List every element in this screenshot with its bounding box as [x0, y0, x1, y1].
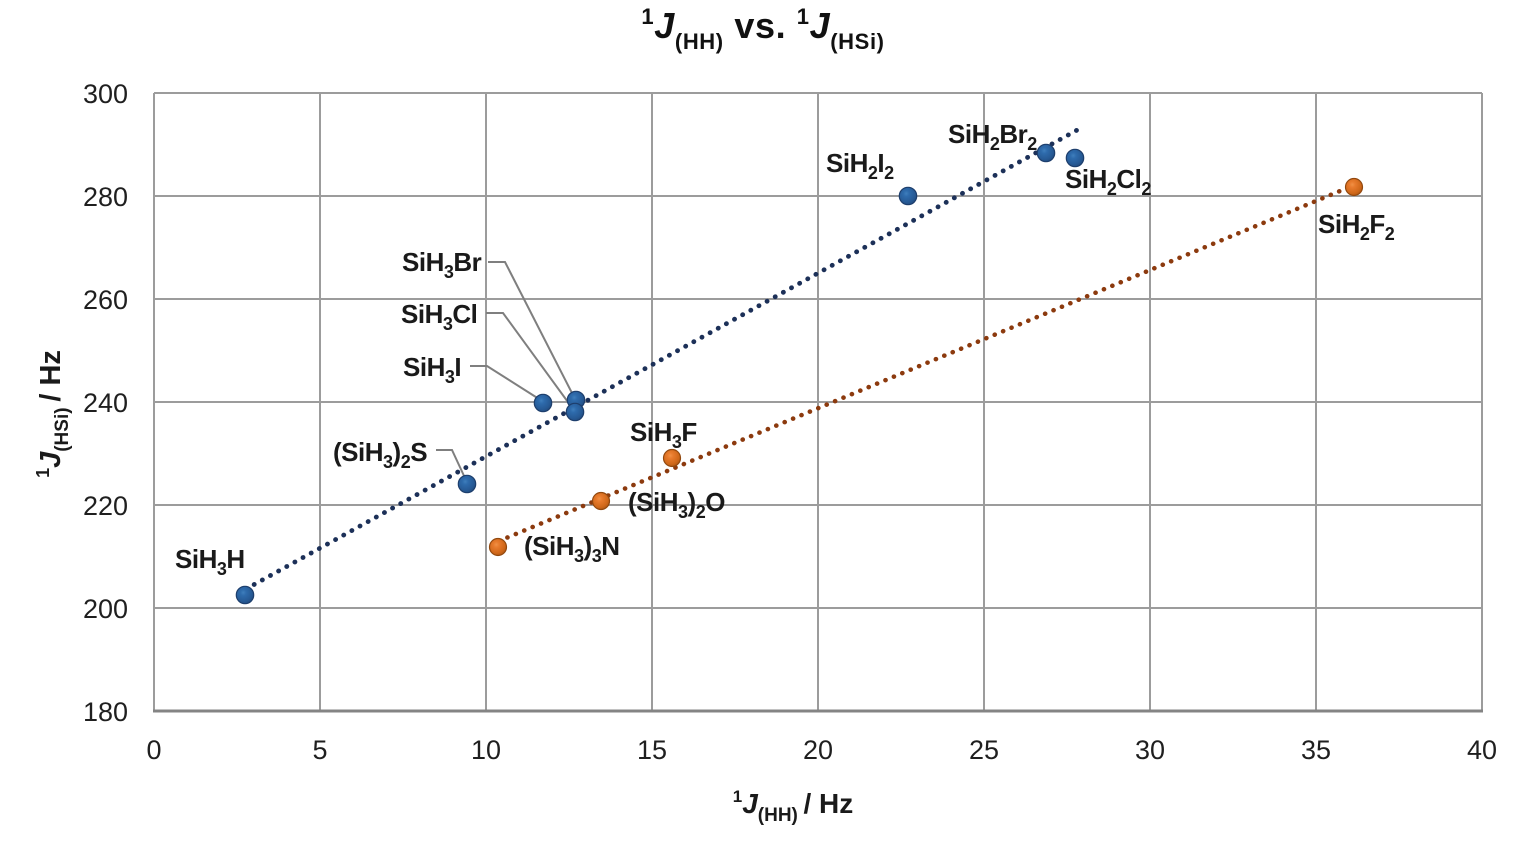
svg-text:260: 260 — [83, 285, 128, 315]
svg-text:SiH2F2: SiH2F2 — [1318, 209, 1395, 244]
svg-text:(SiH3)2S: (SiH3)2S — [333, 437, 427, 472]
svg-text:SiH3Cl: SiH3Cl — [401, 299, 477, 334]
svg-text:20: 20 — [803, 735, 833, 765]
svg-text:1J(HSi) / Hz: 1J(HSi) / Hz — [33, 350, 73, 478]
svg-text:1J(HH) / Hz: 1J(HH) / Hz — [733, 787, 854, 826]
svg-text:10: 10 — [471, 735, 501, 765]
svg-text:35: 35 — [1301, 735, 1331, 765]
svg-text:300: 300 — [83, 79, 128, 109]
svg-text:1J(HH) vs. 1J(HSi): 1J(HH) vs. 1J(HSi) — [641, 4, 884, 54]
svg-text:0: 0 — [146, 735, 161, 765]
svg-text:240: 240 — [83, 388, 128, 418]
svg-text:5: 5 — [312, 735, 327, 765]
svg-text:SiH2I2: SiH2I2 — [826, 148, 894, 183]
svg-text:SiH3Br: SiH3Br — [402, 247, 482, 282]
svg-text:180: 180 — [83, 697, 128, 727]
svg-text:15: 15 — [637, 735, 667, 765]
svg-text:(SiH3)3N: (SiH3)3N — [524, 531, 619, 566]
svg-text:SiH3H: SiH3H — [175, 544, 245, 579]
svg-text:30: 30 — [1135, 735, 1165, 765]
svg-text:SiH2Cl2: SiH2Cl2 — [1065, 164, 1151, 199]
svg-text:280: 280 — [83, 182, 128, 212]
svg-text:220: 220 — [83, 491, 128, 521]
svg-text:SiH3I: SiH3I — [403, 352, 461, 387]
svg-text:(SiH3)2O: (SiH3)2O — [628, 487, 725, 522]
svg-text:25: 25 — [969, 735, 999, 765]
svg-text:40: 40 — [1467, 735, 1497, 765]
svg-text:200: 200 — [83, 594, 128, 624]
svg-text:SiH3F: SiH3F — [630, 417, 697, 452]
